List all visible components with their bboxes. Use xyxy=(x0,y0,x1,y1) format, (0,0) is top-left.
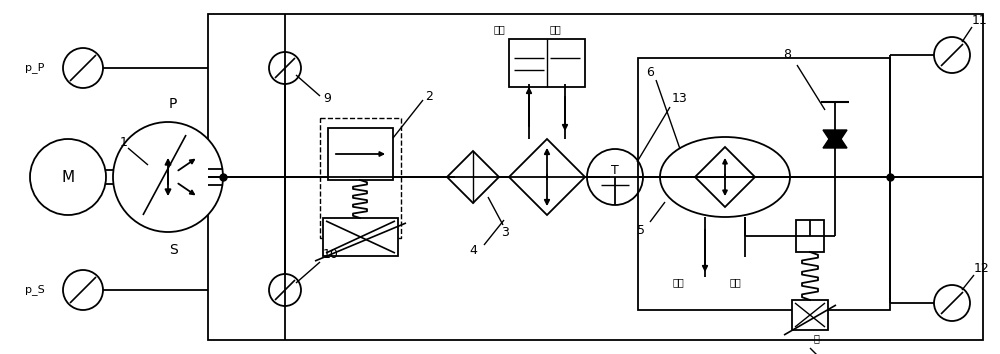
Text: 6: 6 xyxy=(646,67,654,80)
Polygon shape xyxy=(695,147,755,207)
Text: 4: 4 xyxy=(469,244,477,257)
Text: 3: 3 xyxy=(501,225,509,239)
Text: 12: 12 xyxy=(974,262,990,274)
Circle shape xyxy=(269,274,301,306)
Polygon shape xyxy=(823,130,847,148)
Circle shape xyxy=(587,149,643,205)
Text: 13: 13 xyxy=(672,92,688,105)
Polygon shape xyxy=(328,128,393,180)
Text: 山: 山 xyxy=(814,333,820,343)
Ellipse shape xyxy=(660,137,790,217)
Text: 回水: 回水 xyxy=(673,277,685,287)
Polygon shape xyxy=(823,130,847,148)
Text: 10: 10 xyxy=(323,249,339,262)
Circle shape xyxy=(934,37,970,73)
Text: 进水: 进水 xyxy=(549,24,561,34)
Circle shape xyxy=(934,285,970,321)
Polygon shape xyxy=(796,220,824,252)
Circle shape xyxy=(63,270,103,310)
Circle shape xyxy=(63,48,103,88)
Polygon shape xyxy=(509,139,585,215)
Circle shape xyxy=(269,52,301,84)
Polygon shape xyxy=(447,151,499,203)
Circle shape xyxy=(30,139,106,215)
Polygon shape xyxy=(509,39,585,87)
Text: 2: 2 xyxy=(425,90,433,103)
Text: 5: 5 xyxy=(637,223,645,236)
Text: 8: 8 xyxy=(783,48,791,62)
Text: p_P: p_P xyxy=(25,63,45,73)
Text: P: P xyxy=(169,97,177,111)
Polygon shape xyxy=(792,300,828,330)
Text: S: S xyxy=(169,243,177,257)
Text: 11: 11 xyxy=(972,13,988,27)
Text: M: M xyxy=(61,170,75,184)
Text: p_S: p_S xyxy=(25,285,45,296)
Text: 1: 1 xyxy=(120,136,128,148)
Polygon shape xyxy=(323,218,398,256)
Text: T: T xyxy=(611,165,619,177)
Text: 9: 9 xyxy=(323,91,331,104)
Text: 进水: 进水 xyxy=(730,277,742,287)
Circle shape xyxy=(113,122,223,232)
Text: 回水: 回水 xyxy=(493,24,505,34)
